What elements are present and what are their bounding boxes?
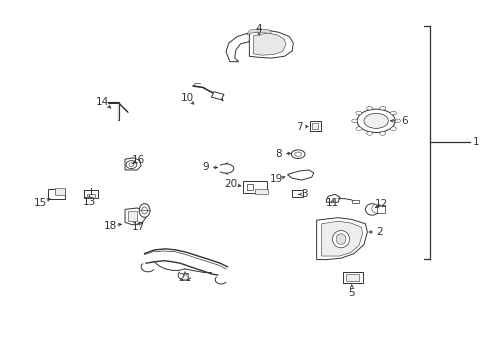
Text: 4: 4 bbox=[255, 24, 262, 35]
Ellipse shape bbox=[371, 204, 382, 213]
Text: 20: 20 bbox=[224, 179, 237, 189]
Bar bbox=[211, 92, 224, 100]
Polygon shape bbox=[249, 30, 293, 58]
Text: 10: 10 bbox=[180, 93, 193, 103]
Text: 2: 2 bbox=[376, 227, 383, 237]
Polygon shape bbox=[321, 221, 362, 256]
Text: 1: 1 bbox=[472, 138, 478, 147]
Ellipse shape bbox=[142, 207, 147, 214]
Ellipse shape bbox=[139, 204, 150, 217]
Bar bbox=[86, 194, 95, 198]
Text: 6: 6 bbox=[400, 116, 407, 126]
Polygon shape bbox=[225, 33, 251, 62]
Ellipse shape bbox=[394, 119, 400, 123]
Polygon shape bbox=[246, 29, 271, 35]
Text: 18: 18 bbox=[103, 221, 117, 231]
Polygon shape bbox=[316, 218, 366, 260]
Text: 3: 3 bbox=[300, 189, 306, 199]
Ellipse shape bbox=[363, 113, 387, 129]
Ellipse shape bbox=[379, 132, 385, 135]
Text: 15: 15 bbox=[34, 198, 47, 208]
Bar bbox=[309, 121, 320, 131]
Text: 7: 7 bbox=[295, 122, 302, 132]
Bar bbox=[128, 211, 137, 221]
Bar bbox=[83, 190, 98, 198]
Text: 21: 21 bbox=[178, 273, 191, 283]
Bar bbox=[376, 206, 385, 213]
Ellipse shape bbox=[355, 111, 361, 115]
Polygon shape bbox=[125, 208, 146, 225]
Polygon shape bbox=[253, 33, 285, 55]
Bar bbox=[48, 189, 65, 199]
Ellipse shape bbox=[356, 109, 394, 132]
Ellipse shape bbox=[126, 161, 137, 168]
Bar bbox=[346, 274, 358, 281]
Ellipse shape bbox=[390, 127, 396, 130]
Ellipse shape bbox=[379, 107, 385, 110]
Bar bbox=[312, 123, 318, 129]
Ellipse shape bbox=[291, 150, 305, 158]
Text: 17: 17 bbox=[131, 222, 144, 232]
Polygon shape bbox=[287, 170, 313, 180]
Text: 16: 16 bbox=[131, 155, 144, 165]
Polygon shape bbox=[326, 194, 339, 202]
Bar bbox=[55, 188, 65, 195]
Bar bbox=[351, 200, 358, 203]
Ellipse shape bbox=[335, 234, 345, 244]
Text: 12: 12 bbox=[374, 199, 387, 210]
Bar bbox=[291, 190, 302, 197]
Bar bbox=[247, 184, 253, 190]
Text: 8: 8 bbox=[275, 149, 282, 159]
Bar bbox=[342, 272, 362, 283]
Text: 11: 11 bbox=[325, 198, 338, 208]
Ellipse shape bbox=[129, 163, 134, 166]
Text: 14: 14 bbox=[95, 97, 108, 107]
Bar bbox=[243, 181, 267, 193]
Ellipse shape bbox=[294, 152, 301, 156]
Text: 9: 9 bbox=[202, 162, 208, 172]
Ellipse shape bbox=[355, 127, 361, 130]
Polygon shape bbox=[125, 158, 141, 170]
Ellipse shape bbox=[332, 230, 349, 248]
Ellipse shape bbox=[366, 107, 372, 110]
Ellipse shape bbox=[390, 111, 396, 115]
Ellipse shape bbox=[365, 204, 378, 215]
Text: 19: 19 bbox=[269, 174, 282, 184]
Ellipse shape bbox=[351, 119, 357, 123]
Bar bbox=[254, 189, 268, 194]
Text: 13: 13 bbox=[82, 197, 96, 207]
Text: 5: 5 bbox=[348, 288, 354, 298]
Ellipse shape bbox=[366, 132, 372, 135]
